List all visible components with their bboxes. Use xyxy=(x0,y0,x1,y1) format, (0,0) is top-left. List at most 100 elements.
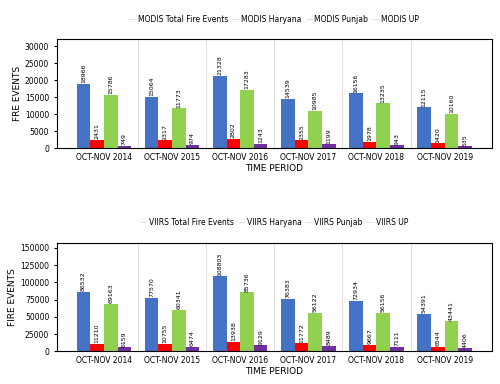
Text: 43441: 43441 xyxy=(449,301,454,321)
Bar xyxy=(240,89,254,148)
Bar xyxy=(363,142,376,148)
Bar xyxy=(90,344,104,351)
Text: 6474: 6474 xyxy=(190,331,195,346)
Bar xyxy=(458,348,472,351)
Bar xyxy=(145,298,158,351)
Text: 9667: 9667 xyxy=(367,328,372,344)
Bar xyxy=(186,347,200,351)
Bar xyxy=(349,93,363,148)
Bar xyxy=(254,345,268,351)
Bar xyxy=(418,107,431,148)
Bar xyxy=(158,141,172,148)
Text: 18966: 18966 xyxy=(81,64,86,83)
Text: 54391: 54391 xyxy=(422,293,426,313)
Bar xyxy=(226,342,240,351)
Text: 2355: 2355 xyxy=(299,124,304,140)
Text: 943: 943 xyxy=(394,132,400,144)
Bar xyxy=(444,321,458,351)
Text: 60341: 60341 xyxy=(176,290,182,309)
Bar xyxy=(240,292,254,351)
Bar xyxy=(376,313,390,351)
X-axis label: TIME PERIOD: TIME PERIOD xyxy=(246,367,304,376)
Bar xyxy=(431,144,444,148)
Text: 76383: 76383 xyxy=(286,278,290,298)
Bar xyxy=(158,344,172,351)
Bar xyxy=(418,314,431,351)
Bar xyxy=(294,343,308,351)
Bar xyxy=(172,108,186,148)
Bar xyxy=(349,301,363,351)
Legend: MODIS Total Fire Events, MODIS Haryana, MODIS Punjab, MODIS UP: MODIS Total Fire Events, MODIS Haryana, … xyxy=(130,15,419,24)
Text: 1243: 1243 xyxy=(258,127,263,144)
Bar xyxy=(376,103,390,148)
Bar xyxy=(226,139,240,148)
Text: 9129: 9129 xyxy=(258,329,263,344)
Bar xyxy=(104,94,118,148)
Y-axis label: FRE EVENTS: FRE EVENTS xyxy=(13,66,22,121)
Text: 6544: 6544 xyxy=(436,331,440,346)
Text: 6159: 6159 xyxy=(122,331,127,347)
Text: 14539: 14539 xyxy=(286,78,290,98)
Bar xyxy=(322,144,336,148)
Text: 2431: 2431 xyxy=(94,124,100,139)
Text: 56156: 56156 xyxy=(381,293,386,312)
Bar xyxy=(363,345,376,351)
Bar xyxy=(90,140,104,148)
Text: 2317: 2317 xyxy=(162,124,168,140)
Bar xyxy=(458,146,472,148)
Bar xyxy=(186,145,200,148)
Text: 10985: 10985 xyxy=(312,91,318,110)
Text: 7111: 7111 xyxy=(394,330,400,346)
Text: 974: 974 xyxy=(190,132,195,144)
Text: 72934: 72934 xyxy=(354,280,358,301)
Text: 16156: 16156 xyxy=(354,73,358,93)
Bar xyxy=(308,111,322,148)
Text: 749: 749 xyxy=(122,133,127,145)
Text: 4406: 4406 xyxy=(462,332,468,348)
Text: 10755: 10755 xyxy=(162,324,168,343)
Bar xyxy=(213,76,226,148)
Text: 15786: 15786 xyxy=(108,74,113,94)
Text: 1420: 1420 xyxy=(436,127,440,143)
Bar xyxy=(431,347,444,351)
Text: 86532: 86532 xyxy=(81,271,86,291)
Bar xyxy=(213,276,226,351)
Bar xyxy=(172,310,186,351)
Text: 11210: 11210 xyxy=(94,324,100,343)
Bar xyxy=(390,346,404,351)
Text: 17283: 17283 xyxy=(244,69,250,89)
Bar xyxy=(254,144,268,148)
Text: 108803: 108803 xyxy=(218,252,222,276)
Bar xyxy=(281,99,294,148)
Text: 12115: 12115 xyxy=(422,87,426,106)
Bar xyxy=(76,292,90,351)
Bar xyxy=(294,140,308,148)
Bar xyxy=(281,299,294,351)
Text: 11772: 11772 xyxy=(299,323,304,343)
Legend: VIIRS Total Fire Events, VIIRS Haryana, VIIRS Punjab, VIIRS UP: VIIRS Total Fire Events, VIIRS Haryana, … xyxy=(140,218,408,227)
Text: 8489: 8489 xyxy=(326,329,332,345)
Text: 77570: 77570 xyxy=(149,278,154,297)
Text: 2802: 2802 xyxy=(231,122,236,138)
Bar xyxy=(308,313,322,351)
Text: 535: 535 xyxy=(462,134,468,146)
Text: 11773: 11773 xyxy=(176,88,182,108)
Bar xyxy=(118,347,131,351)
Bar xyxy=(390,145,404,148)
Text: 13938: 13938 xyxy=(231,321,236,341)
Text: 69163: 69163 xyxy=(108,283,113,303)
Bar xyxy=(444,114,458,148)
Text: 56122: 56122 xyxy=(312,293,318,312)
Text: 1978: 1978 xyxy=(367,125,372,141)
Text: 1199: 1199 xyxy=(326,128,332,144)
Bar xyxy=(322,346,336,351)
Y-axis label: FIRE EVENTS: FIRE EVENTS xyxy=(8,268,18,326)
Bar xyxy=(104,304,118,351)
Text: 13235: 13235 xyxy=(381,83,386,103)
Bar xyxy=(145,97,158,148)
Bar xyxy=(76,84,90,148)
Text: 21328: 21328 xyxy=(218,55,222,75)
Bar xyxy=(118,146,131,148)
X-axis label: TIME PERIOD: TIME PERIOD xyxy=(246,164,304,172)
Text: 85736: 85736 xyxy=(244,272,250,292)
